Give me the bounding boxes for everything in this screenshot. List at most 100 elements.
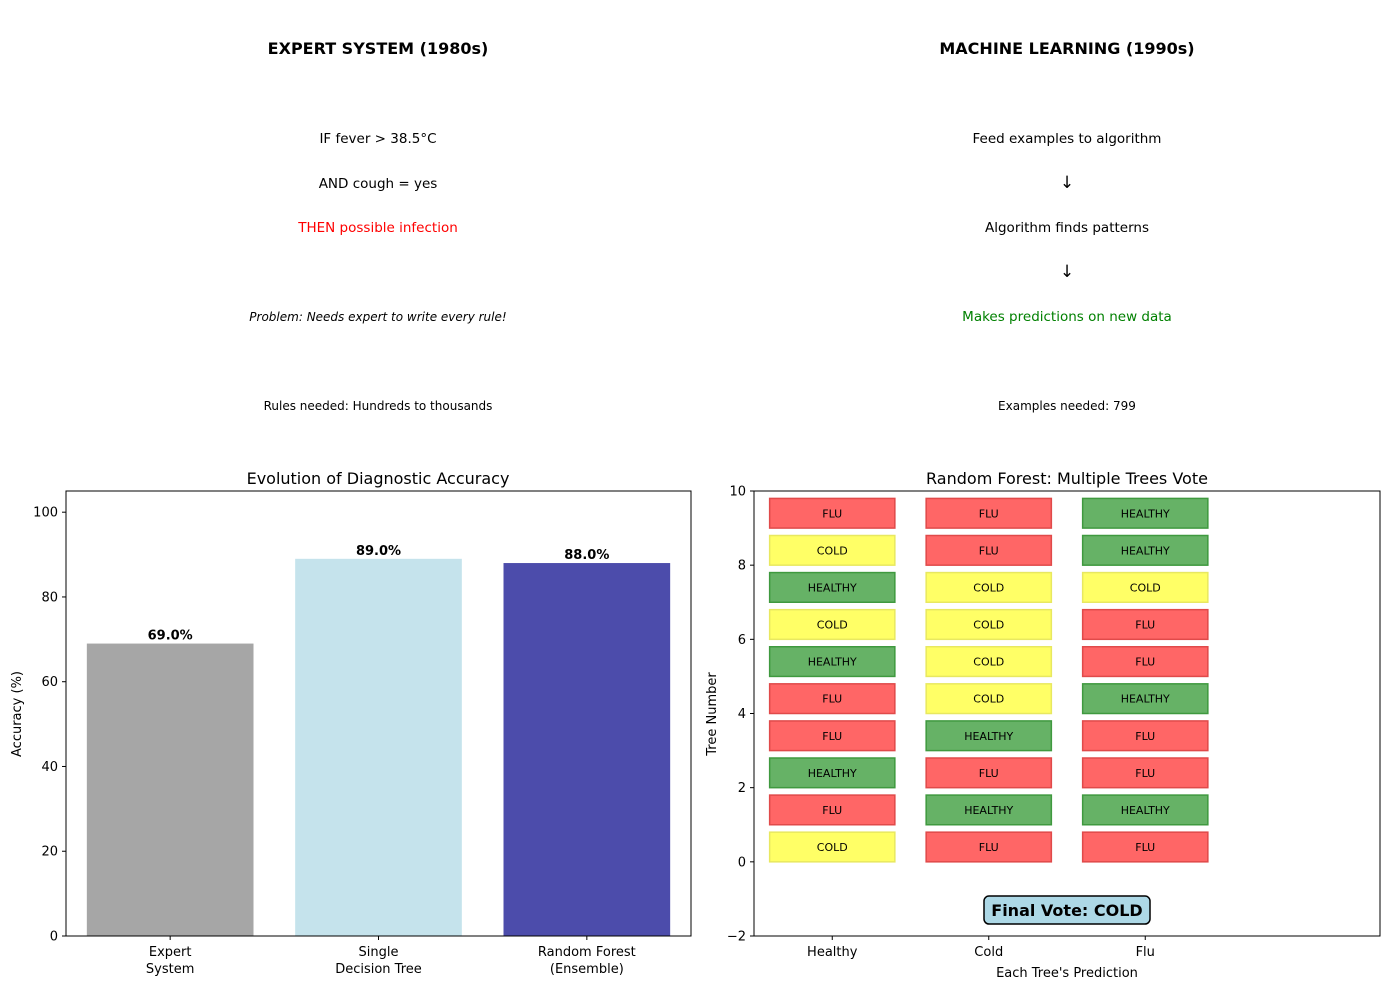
ml-arrow-1: ↓ [1060, 173, 1074, 193]
bar-xtick-label-1-1: Decision Tree [335, 962, 422, 977]
vote-cell-tree0-col1 [925, 831, 1053, 863]
vote-cell-tree9-col2 [1081, 497, 1209, 529]
vote-cell-label-tree9-col2: HEALTHY [1121, 507, 1170, 520]
machine-learning-panel: MACHINE LEARNING (1990s) Feed examples t… [939, 39, 1194, 413]
vote-cell-label-tree7-col0: HEALTHY [808, 581, 857, 594]
vote-cell-tree4-col1 [925, 683, 1053, 715]
bar-ytick-label-0: 0 [50, 930, 58, 945]
machine-learning-title: MACHINE LEARNING (1990s) [939, 39, 1194, 58]
vote-cell-label-tree4-col0: FLU [822, 693, 842, 706]
expert-system-panel: EXPERT SYSTEM (1980s) IF fever > 38.5°C … [249, 39, 506, 413]
vote-cell-label-tree5-col2: FLU [1135, 656, 1155, 669]
vote-cell-label-tree6-col1: COLD [973, 619, 1004, 632]
vote-cell-label-tree3-col1: HEALTHY [964, 730, 1013, 743]
ml-arrow-2: ↓ [1060, 262, 1074, 282]
vote-cell-tree5-col0 [768, 646, 896, 678]
vote-xtick-label-2: Flu [1136, 945, 1155, 960]
vote-cell-label-tree0-col1: FLU [979, 841, 999, 854]
vote-chart-ylabel: Tree Number [705, 672, 720, 757]
vote-cell-tree7-col1 [925, 571, 1053, 603]
bar-xtick-label-2-1: (Ensemble) [550, 962, 624, 977]
vote-cell-tree9-col0 [768, 497, 896, 529]
vote-ytick-label-4: 4 [738, 707, 746, 722]
vote-cell-tree8-col0 [768, 534, 896, 566]
vote-cell-label-tree4-col2: HEALTHY [1121, 693, 1170, 706]
bar-chart-title: Evolution of Diagnostic Accuracy [247, 469, 510, 488]
vote-ytick-label-6: 6 [738, 633, 746, 648]
vote-cell-tree3-col2 [1081, 720, 1209, 752]
vote-xtick-label-1: Cold [974, 945, 1003, 960]
bar-xtick-label-2-0: Random Forest [538, 945, 636, 960]
vote-cell-tree7-col2 [1081, 571, 1209, 603]
bar-2 [503, 563, 671, 936]
ml-step-1: Feed examples to algorithm [973, 131, 1162, 147]
vote-cell-label-tree9-col1: FLU [979, 507, 999, 520]
bar-plot-frame [65, 490, 692, 937]
vote-cell-tree9-col1 [925, 497, 1053, 529]
vote-cell-tree1-col1 [925, 794, 1053, 826]
vote-cell-label-tree1-col1: HEALTHY [964, 804, 1013, 817]
bar-xtick-label-0-1: System [146, 962, 194, 977]
ml-step-3: Makes predictions on new data [962, 309, 1172, 325]
vote-plot-frame [753, 490, 1381, 937]
vote-cell-tree2-col0 [768, 757, 896, 789]
bar-1 [295, 558, 462, 936]
vote-plot-area: COLD FLU FLU FLU HEALTHY HEALTHY HEALTHY FLU FLU… [727, 485, 1381, 960]
bar-ytick-label-40: 40 [41, 760, 58, 775]
bar-xtick-label-1-0: Single [359, 945, 399, 960]
vote-cell-label-tree8-col2: HEALTHY [1121, 544, 1170, 557]
vote-ytick-label-8: 8 [738, 559, 746, 574]
vote-ytick-label--2: −2 [727, 930, 746, 945]
vote-chart-title: Random Forest: Multiple Trees Vote [926, 469, 1208, 488]
vote-cell-label-tree5-col1: COLD [973, 656, 1004, 669]
vote-cell-tree6-col2 [1081, 608, 1209, 641]
vote-cell-label-tree7-col1: COLD [973, 581, 1004, 594]
bar-value-label-0: 69.0% [148, 629, 193, 644]
bar-value-label-1: 89.0% [356, 544, 401, 559]
vote-cell-tree0-col2 [1081, 831, 1209, 863]
bar-0 [86, 643, 254, 936]
bar-ytick-label-80: 80 [41, 590, 58, 605]
expert-rule-line-2: AND cough = yes [319, 176, 438, 192]
vote-cell-tree2-col1 [925, 757, 1053, 789]
vote-cell-tree6-col1 [925, 608, 1053, 641]
vote-cell-tree1-col2 [1081, 794, 1209, 826]
bar-ytick-label-100: 100 [33, 506, 58, 521]
bar-value-label-2: 88.0% [564, 548, 609, 563]
vote-cell-tree4-col0 [768, 683, 896, 715]
vote-cell-label-tree3-col2: FLU [1135, 730, 1155, 743]
vote-cell-label-tree8-col1: FLU [979, 544, 999, 557]
vote-cell-label-tree2-col0: HEALTHY [808, 767, 857, 780]
vote-cell-tree5-col2 [1081, 646, 1209, 678]
vote-cell-label-tree4-col1: COLD [973, 693, 1004, 706]
expert-rules-needed: Rules needed: Hundreds to thousands [264, 399, 493, 413]
vote-cell-tree8-col1 [925, 534, 1053, 566]
vote-cell-label-tree0-col0: COLD [817, 841, 848, 854]
vote-cell-label-tree6-col0: COLD [817, 619, 848, 632]
vote-cell-label-tree0-col2: FLU [1135, 841, 1155, 854]
vote-cell-label-tree2-col2: FLU [1135, 767, 1155, 780]
vote-cell-label-tree8-col0: COLD [817, 544, 848, 557]
vote-cell-tree4-col2 [1081, 683, 1209, 715]
expert-problem-note: Problem: Needs expert to write every rul… [249, 310, 506, 324]
vote-cell-label-tree6-col2: FLU [1135, 619, 1155, 632]
ml-examples-needed: Examples needed: 799 [998, 399, 1136, 413]
vote-cell-tree1-col0 [768, 794, 896, 826]
vote-cell-label-tree5-col0: HEALTHY [808, 656, 857, 669]
vote-cell-label-tree7-col2: COLD [1130, 581, 1161, 594]
vote-chart-xlabel: Each Tree's Prediction [996, 966, 1138, 981]
vote-ytick-label-0: 0 [738, 855, 746, 870]
vote-cell-tree3-col1 [925, 720, 1053, 752]
vote-ytick-label-10: 10 [729, 485, 746, 500]
vote-ytick-label-2: 2 [738, 781, 746, 796]
vote-xtick-label-0: Healthy [807, 945, 858, 960]
vote-cell-label-tree2-col1: FLU [979, 767, 999, 780]
vote-cell-tree3-col0 [768, 720, 896, 752]
vote-cell-tree6-col0 [768, 608, 896, 641]
vote-cell-label-tree1-col2: HEALTHY [1121, 804, 1170, 817]
vote-cell-label-tree1-col0: FLU [822, 804, 842, 817]
bar-ytick-label-20: 20 [41, 845, 58, 860]
vote-cell-tree0-col0 [768, 831, 896, 863]
vote-cell-label-tree3-col0: FLU [822, 730, 842, 743]
